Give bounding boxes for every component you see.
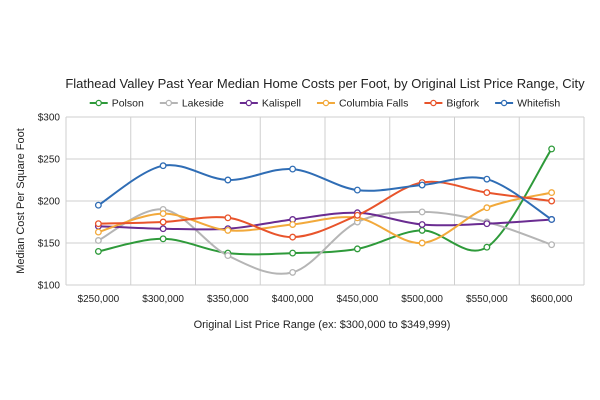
y-tick-label: $300 [38,113,61,124]
data-point-polson [353,245,361,253]
data-point-kalispell [418,221,426,228]
data-point-whitefish [94,201,102,209]
y-tick-label: $250 [38,155,61,166]
x-axis-label: Original List Price Range (ex: $300,000 … [194,319,451,331]
legend-marker-columbia-falls [322,99,330,107]
data-point-bigfork [159,218,167,226]
x-tick-label: $600,000 [531,294,573,305]
x-tick-label: $400,000 [272,294,314,305]
y-tick-label: $100 [38,281,61,292]
data-point-polson [159,235,167,243]
data-point-whitefish [548,216,556,223]
data-point-polson [483,243,491,251]
data-point-bigfork [94,220,102,228]
series-line-lakeside [97,208,552,275]
legend-marker-kalispell [245,99,253,107]
data-point-lakeside [224,252,232,260]
chart-title: Flathead Valley Past Year Median Home Co… [65,76,585,91]
data-point-bigfork [353,211,361,219]
data-point-bigfork [548,197,556,205]
data-point-lakeside [289,268,297,276]
data-point-columbia-falls [548,189,556,197]
data-point-polson [94,247,102,255]
series-line-whitefish [97,164,553,221]
data-point-columbia-falls [418,239,426,247]
legend-marker-bigfork [430,99,437,107]
data-point-whitefish [418,181,426,189]
data-point-bigfork [289,233,297,241]
data-point-bigfork [483,189,491,197]
series-lines [97,148,553,275]
x-tick-label: $250,000 [78,294,120,305]
y-tick-label: $150 [38,239,61,250]
data-point-bigfork [224,214,232,222]
data-point-whitefish [224,176,232,184]
data-point-lakeside [94,237,102,244]
legend-label-bigfork: Bigfork [446,98,479,110]
data-point-whitefish [159,162,167,170]
data-point-polson [289,249,297,257]
x-tick-label: $500,000 [401,294,443,305]
x-tick-label: $450,000 [337,294,379,305]
y-tick-label: $200 [38,197,61,208]
grid [65,116,585,286]
x-tick-label: $550,000 [466,294,508,305]
data-point-polson [418,226,426,234]
series-points [94,145,556,276]
legend-marker-whitefish [500,99,508,107]
y-axis-label: Median Cost Per Square Foot [15,128,27,274]
x-tick-label: $300,000 [142,294,184,305]
x-axis-ticks: $250,000 $300,000 $350,000 $400,000 $450,000… [78,294,573,305]
data-point-kalispell [159,225,167,233]
data-point-lakeside [418,208,426,216]
data-point-columbia-falls [224,226,232,234]
series-line-bigfork [98,180,552,239]
legend-label-lakeside: Lakeside [182,98,224,110]
data-point-whitefish [353,186,361,194]
legend-label-columbia-falls: Columbia Falls [339,98,408,110]
legend: Polson Lakeside Kalispell Columbia Falls Big… [89,98,560,110]
data-point-whitefish [289,165,297,173]
data-point-kalispell [483,220,491,228]
series-line-kalispell [98,211,552,231]
data-point-columbia-falls [159,210,167,218]
legend-label-whitefish: Whitefish [517,98,560,110]
data-point-whitefish [483,175,491,183]
data-point-lakeside [548,241,556,249]
legend-label-kalispell: Kalispell [262,98,301,110]
legend-label-polson: Polson [112,98,144,110]
data-point-columbia-falls [94,228,102,236]
x-tick-label: $350,000 [207,294,249,305]
legend-marker-polson [95,99,102,107]
data-point-columbia-falls [483,204,491,212]
series-line-columbia-falls [98,191,552,245]
data-point-columbia-falls [289,221,297,228]
y-axis-ticks: $100 $150 $200 $250 $300 [38,113,61,292]
legend-marker-lakeside [165,99,173,107]
data-point-polson [548,145,556,153]
